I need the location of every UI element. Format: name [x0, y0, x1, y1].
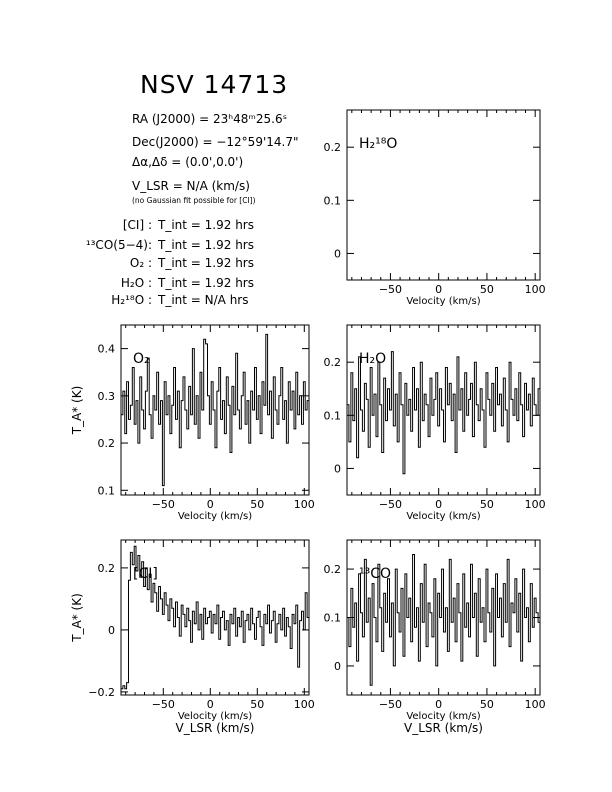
y-tick-label: 0.4 [98, 343, 116, 356]
x-tick-label: 0 [435, 698, 442, 711]
spectrum-panel-h218o: −50 0 50 100 0 0.1 0.2 Velocity (km/s) H₂¹⁸O [324, 109, 546, 307]
x-tick-label: −50 [379, 283, 402, 296]
x-tick-label: −50 [379, 498, 402, 511]
spectrum-panel-o2: −50 0 50 100 0.1 0.2 0.3 0.4 Velocity (km/s) T_A*… [70, 324, 315, 522]
offset-label: Δα,Δδ = [132, 155, 182, 169]
x-tick-label: 100 [525, 498, 546, 511]
page-title: NSV 14713 [140, 70, 289, 99]
plot-frame [346, 109, 541, 281]
y-tick-label: 0.2 [324, 563, 342, 576]
tint-species: O₂ : [129, 256, 152, 270]
x-tick-label: 50 [480, 698, 494, 711]
dec-label: Dec(J2000) = [132, 135, 213, 149]
x-tick-label: 0 [207, 498, 214, 511]
dec-value: −12°59'14.7" [216, 135, 299, 149]
x-axis-label-vlsr: V_LSR (km/s) [176, 721, 255, 735]
vlsr-value: = N/A (km/s) [172, 179, 250, 193]
y-tick-label: 0.2 [98, 562, 116, 575]
y-tick-label: 0.1 [324, 612, 342, 625]
y-tick-label: 0.2 [324, 356, 342, 369]
species-label: ¹³CO [359, 566, 391, 582]
vlsr-label: V_LSR [132, 179, 169, 193]
spectrum-panel-ci: −50 0 50 100 −0.2 0 0.2 Velocity (km/s)V_LSR (k… [70, 539, 315, 735]
y-tick-label: 0.2 [98, 437, 116, 450]
tint-species: H₂O : [120, 276, 152, 290]
x-tick-label: 100 [525, 698, 546, 711]
spectrum-line [121, 333, 309, 487]
x-tick-label: 0 [207, 698, 214, 711]
ra-label: RA (J2000) = [132, 112, 210, 126]
species-label: H₂¹⁸O [359, 136, 397, 152]
y-axis-label: T_A* (K) [70, 593, 84, 643]
tint-value: T_int = 1.92 hrs [158, 256, 254, 270]
tint-value: T_int = 1.92 hrs [158, 238, 254, 252]
y-tick-label: 0.1 [324, 194, 342, 207]
y-tick-label: 0.1 [98, 484, 116, 497]
x-axis-label: Velocity (km/s) [178, 711, 252, 722]
tint-species: H₂¹⁸O : [111, 293, 152, 307]
x-tick-label: 50 [250, 698, 264, 711]
x-tick-label: −50 [152, 698, 175, 711]
x-tick-label: 50 [250, 498, 264, 511]
x-tick-label: 100 [294, 498, 315, 511]
x-axis-label: Velocity (km/s) [406, 711, 480, 722]
x-tick-label: −50 [379, 698, 402, 711]
x-axis-label: Velocity (km/s) [178, 511, 252, 522]
tint-value: T_int = 1.92 hrs [158, 276, 254, 290]
spectrum-panel-13co: −50 0 50 100 0 0.1 0.2 Velocity (km/s)V_LSR (km… [324, 539, 546, 735]
y-tick-label: 0.1 [324, 409, 342, 422]
plot-frame [346, 324, 541, 496]
tint-value: T_int = 1.92 hrs [158, 218, 254, 232]
y-tick-label: 0 [108, 624, 115, 637]
x-tick-label: 0 [435, 498, 442, 511]
y-tick-label: 0 [334, 462, 341, 475]
x-tick-label: −50 [152, 498, 175, 511]
x-axis-label: Velocity (km/s) [406, 511, 480, 522]
y-tick-label: 0.2 [324, 141, 342, 154]
ra-value: 23ʰ48ᵐ25.6ˢ [213, 112, 288, 126]
x-axis-label: Velocity (km/s) [406, 296, 480, 307]
y-axis-label: T_A* (K) [70, 386, 84, 436]
ra-row: RA (J2000) = 23ʰ48ᵐ25.6ˢ [132, 112, 287, 126]
x-tick-label: 100 [294, 698, 315, 711]
species-label: H₂O [359, 351, 386, 367]
y-tick-label: 0 [334, 247, 341, 260]
x-tick-label: 0 [435, 283, 442, 296]
x-tick-label: 100 [525, 283, 546, 296]
offset-value: (0.0',0.0') [185, 155, 244, 169]
offset-row: Δα,Δδ = (0.0',0.0') [132, 155, 243, 169]
tint-value: T_int = N/A hrs [158, 293, 249, 307]
tint-species: ¹³CO(5−4): [85, 238, 152, 252]
vlsr-row: V_LSR = N/A (km/s) [132, 179, 250, 193]
x-tick-label: 50 [480, 283, 494, 296]
tint-species: [CI] : [122, 218, 152, 232]
spectrum-line [121, 545, 309, 690]
gaussian-note: (no Gaussian fit possible for [CI]) [132, 196, 256, 205]
spectrum-line [347, 351, 540, 475]
spectrum-panel-h2o: −50 0 50 100 0 0.1 0.2 Velocity (km/s) H₂O [324, 324, 546, 522]
spectrum-line [347, 554, 540, 686]
dec-row: Dec(J2000) = −12°59'14.7" [132, 135, 299, 149]
y-tick-label: 0 [334, 660, 341, 673]
plot-frame [120, 324, 310, 496]
species-label: O₂ [133, 351, 150, 367]
y-tick-label: 0.3 [98, 390, 116, 403]
x-axis-label-vlsr: V_LSR (km/s) [404, 721, 483, 735]
x-tick-label: 50 [480, 498, 494, 511]
y-tick-label: −0.2 [88, 686, 115, 699]
